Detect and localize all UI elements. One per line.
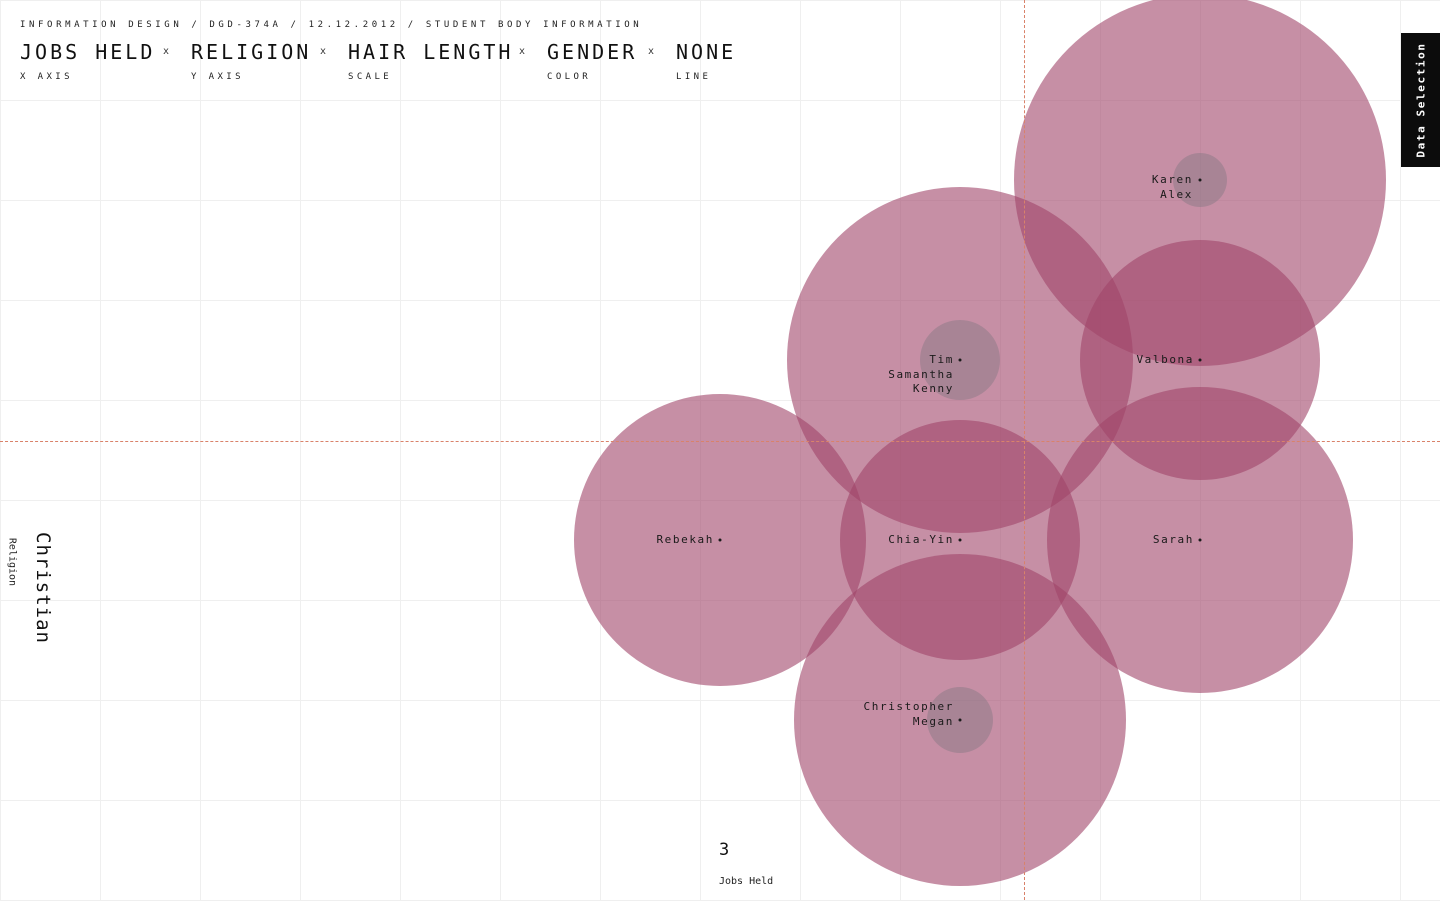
x-axis-current-value: 3 — [719, 840, 730, 860]
grid-line-vertical — [500, 0, 501, 900]
data-selection-tab[interactable]: Data Selection — [1401, 33, 1440, 167]
x-axis-variable-role: X AXIS — [20, 72, 73, 82]
grid-line-horizontal — [0, 700, 1440, 701]
grid-line-vertical — [100, 0, 101, 900]
grid-line-horizontal — [0, 0, 1440, 1]
line-variable-value[interactable]: NONE — [676, 40, 737, 64]
student-label: Valbona — [1136, 353, 1194, 368]
student-name: Sarah — [1152, 533, 1194, 546]
grid-line-vertical — [1400, 0, 1401, 900]
separator-x: x — [320, 46, 327, 57]
color-variable-value[interactable]: GENDER — [547, 40, 638, 64]
separator-x: x — [163, 46, 170, 57]
scale-variable[interactable]: HAIR LENGTH SCALE — [348, 40, 513, 82]
y-axis-variable-value[interactable]: RELIGION — [191, 40, 312, 64]
crosshair-vertical-line — [1024, 0, 1025, 900]
bubble-center-dot — [718, 538, 722, 542]
student-label: Christopher Megan — [864, 700, 954, 729]
grid-line-vertical — [300, 0, 301, 900]
y-axis-variable[interactable]: RELIGION Y AXIS — [191, 40, 311, 82]
student-name: Chia-Yin — [888, 533, 954, 546]
grid-line-horizontal — [0, 300, 1440, 301]
bubble-center-dot — [1198, 538, 1202, 542]
bubble-center-dot — [958, 718, 962, 722]
student-label: Chia-Yin — [888, 533, 954, 548]
crosshair-horizontal-line — [0, 441, 1440, 442]
separator-x: x — [519, 46, 526, 57]
color-variable[interactable]: GENDER COLOR — [547, 40, 637, 82]
student-name: Rebekah — [656, 533, 714, 546]
grid-line-horizontal — [0, 800, 1440, 801]
scale-variable-value[interactable]: HAIR LENGTH — [348, 40, 514, 64]
student-name: Karen — [1151, 173, 1193, 186]
color-variable-role: COLOR — [547, 72, 592, 82]
y-axis-variable-role: Y AXIS — [191, 72, 244, 82]
grid-line-vertical — [400, 0, 401, 900]
student-name: Tim — [929, 353, 954, 366]
student-label: Sarah — [1153, 533, 1194, 548]
line-variable[interactable]: NONE LINE — [676, 40, 736, 82]
bubble-center-dot — [958, 538, 962, 542]
grid-line-vertical — [200, 0, 201, 900]
student-label: Tim Samantha Kenny — [888, 353, 954, 397]
grid-line-horizontal — [0, 100, 1440, 101]
student-name: Alex — [1160, 187, 1193, 201]
grid-line-vertical — [0, 0, 1, 900]
y-axis-current-value: Christian — [32, 532, 54, 644]
student-label: Karen Alex — [1152, 173, 1193, 202]
student-label: Rebekah — [656, 533, 714, 548]
student-name: Samantha — [888, 367, 954, 381]
data-selection-tab-label: Data Selection — [1414, 42, 1427, 158]
x-axis-label: Jobs Held — [719, 876, 774, 887]
grid-line-horizontal — [0, 200, 1440, 201]
bubble-center-dot — [1198, 358, 1202, 362]
x-axis-variable[interactable]: JOBS HELD X AXIS — [20, 40, 155, 82]
line-variable-role: LINE — [676, 72, 712, 82]
student-name: Megan — [912, 714, 954, 728]
student-name: Valbona — [1136, 353, 1194, 366]
x-axis-variable-value[interactable]: JOBS HELD — [20, 40, 156, 64]
student-name: Kenny — [912, 382, 954, 395]
student-name: Christopher — [863, 700, 954, 713]
bubble-center-dot — [1198, 178, 1202, 182]
bubble-center-dot — [958, 358, 962, 362]
separator-x: x — [648, 46, 655, 57]
grid-line-vertical — [600, 0, 601, 900]
scale-variable-role: SCALE — [348, 72, 393, 82]
breadcrumb: INFORMATION DESIGN / DGD-374A / 12.12.20… — [20, 20, 643, 30]
y-axis-label: Religion — [6, 537, 18, 587]
